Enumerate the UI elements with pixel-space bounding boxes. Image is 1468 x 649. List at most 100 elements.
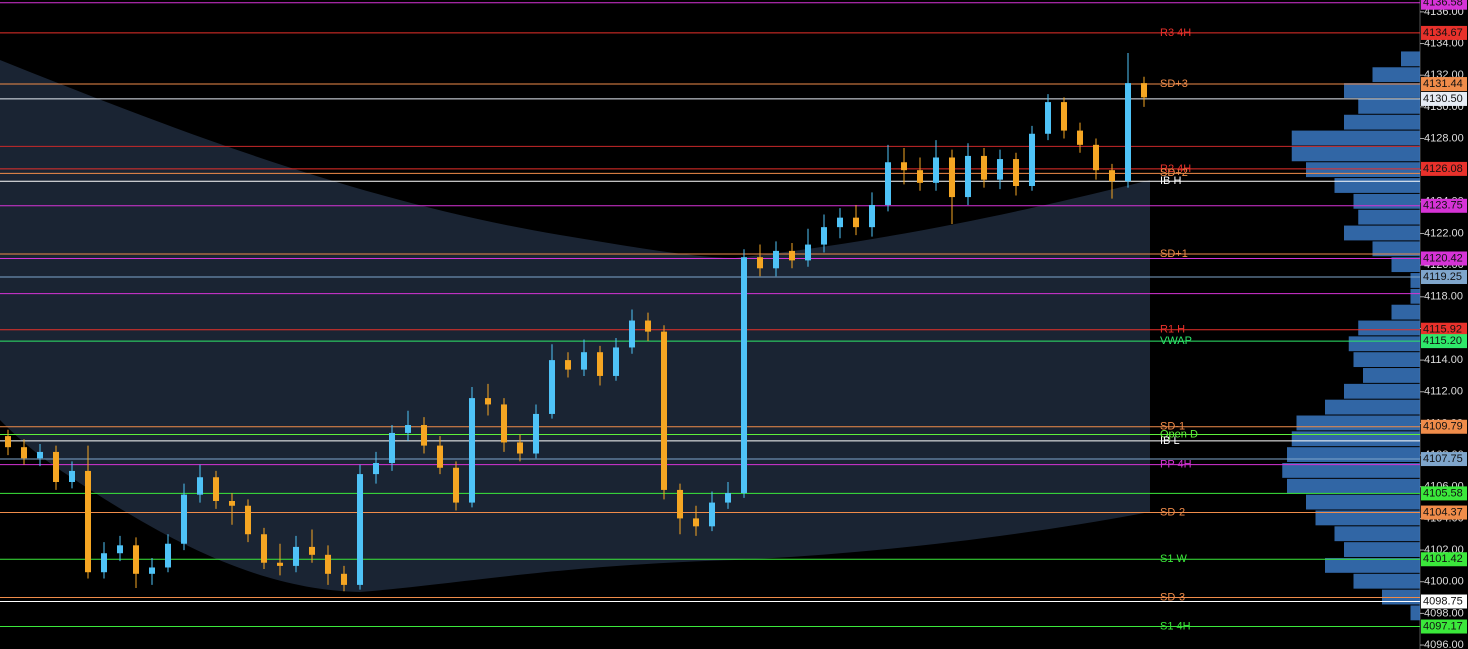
price-tag-label: 4098.75 [1423,595,1463,607]
candle-body [341,573,347,585]
volume-profile-bar [1372,67,1420,83]
y-tick-label: 4134.00 [1424,37,1464,49]
price-tag-label: 4134.67 [1423,27,1463,39]
price-tag [1421,198,1467,213]
candle-body [197,477,203,495]
candle-body [821,227,827,245]
candle-body [277,562,283,566]
candle-body [757,257,763,269]
candle-body [1029,133,1035,186]
candle-body [837,217,843,228]
price-tag-label: 4097.17 [1423,620,1463,632]
volume-profile-bar [1334,178,1420,193]
candle-body [245,505,251,535]
volume-profile-bar [1296,415,1420,431]
candle-body [949,157,955,198]
candle-body [629,320,635,348]
price-tag-label: 4109.79 [1423,421,1463,433]
candle-body [1061,102,1067,131]
candle-body [181,494,187,544]
level-label: SD+1 [1160,248,1188,260]
level-label: R1 H [1160,324,1185,336]
candle-body [709,502,715,527]
level-label: Open D [1160,428,1198,440]
candle-body [997,159,1003,180]
candle-body [853,217,859,228]
level-label: IB H [1160,175,1181,187]
candle-body [1109,170,1115,182]
candle-body [677,489,683,519]
volume-profile-bar [1410,288,1420,304]
y-tick-label: 4128.00 [1424,132,1464,144]
candle-body [613,347,619,376]
volume-profile-bar [1344,83,1420,98]
candle-body [1125,83,1131,182]
candle-body [357,474,363,585]
candle-body [325,554,331,574]
y-tick-label: 4096.00 [1424,639,1464,649]
candle-body [453,467,459,503]
volume-profile-bar [1410,273,1420,288]
candle-body [485,398,491,405]
price-tag [1421,505,1467,520]
level-label: R2 4H [1160,163,1191,175]
price-tag [1421,552,1467,567]
volume-profile-bar [1358,209,1420,225]
price-tag-label: 4119.25 [1423,271,1462,283]
candle-body [725,493,731,503]
candle-body [645,320,651,332]
volume-profile-bar [1410,605,1420,621]
candle-body [869,204,875,228]
volume-profile-bar [1306,162,1420,178]
price-tag [1421,77,1467,92]
volume-profile-bar [1291,130,1420,146]
candle-body [981,155,987,180]
candle-body [965,155,971,198]
volume-profile-bar [1291,431,1420,447]
volume-profile-bar [1287,447,1420,463]
price-tag-label: 4123.75 [1423,200,1463,212]
candle-body [293,546,299,566]
price-tag [1421,25,1467,40]
price-tag-label: 4130.50 [1423,93,1463,105]
volume-profile-bar [1344,383,1420,399]
level-label: IB L [1160,435,1180,447]
volume-profile-bar [1391,257,1420,273]
level-label: PP 4H [1160,458,1192,470]
level-label: SD+3 [1160,78,1188,90]
price-tag [1421,334,1467,349]
candle-body [917,170,923,183]
price-tag [1421,270,1467,285]
candle-body [373,463,379,475]
price-tag-label: 4104.37 [1423,506,1463,518]
candle-body [773,250,779,269]
level-label: SD+2 [1160,167,1188,179]
candle-body [213,477,219,501]
candle-body [501,404,507,443]
price-tag-label: 4126.08 [1423,163,1463,175]
candle-body [1141,83,1147,98]
volume-profile-bar [1325,557,1420,573]
volume-profile-bar [1353,573,1420,589]
price-tag [1421,91,1467,106]
candle-body [85,470,91,573]
volume-profile-bar [1325,399,1420,415]
candle-body [693,518,699,527]
volume-profile-bar [1344,225,1420,241]
price-tag [1421,619,1467,634]
candle-body [133,545,139,574]
price-tag [1421,251,1467,266]
level-label: SD-1 [1160,421,1185,433]
candle-body [565,360,571,370]
price-tag-label: 4115.20 [1423,335,1462,347]
y-tick-label: 4098.00 [1424,607,1464,619]
candle-body [469,398,475,503]
volume-profile-bar [1306,494,1420,510]
price-tag-label: 4107.75 [1423,453,1463,465]
volume-profile-bar [1315,510,1420,526]
candle-body [789,250,795,261]
volume-profile-bar [1344,114,1420,130]
volume-profile-bar [1363,368,1420,383]
candle-body [149,567,155,574]
candle-body [117,545,123,554]
